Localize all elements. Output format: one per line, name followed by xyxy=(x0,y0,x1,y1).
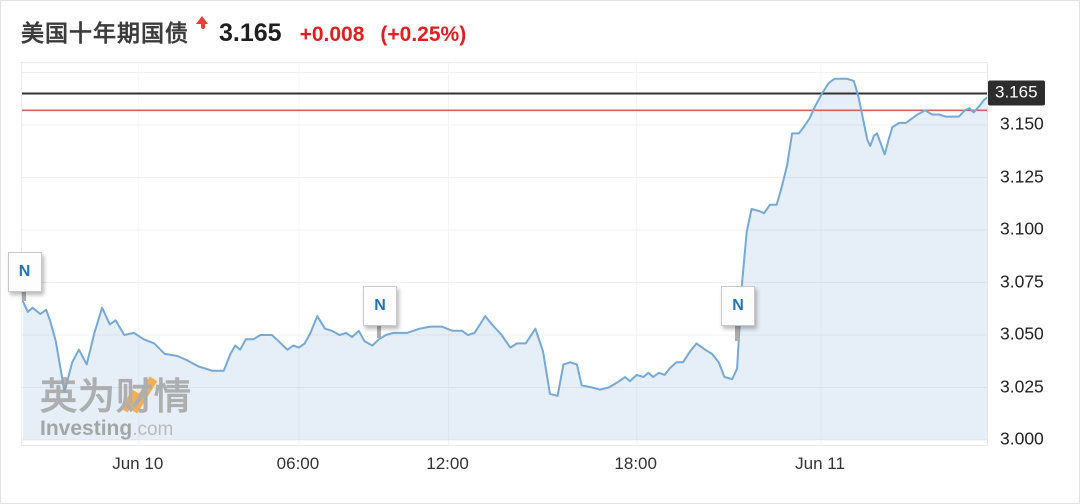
price-up-arrow-icon xyxy=(196,16,209,31)
price-chart-svg xyxy=(22,63,987,445)
news-marker-stem xyxy=(377,323,382,338)
x-axis-label: Jun 10 xyxy=(112,454,164,473)
price-change-percent: (+0.25%) xyxy=(380,23,467,46)
y-axis-label: 3.125 xyxy=(1000,166,1044,186)
news-marker-stem xyxy=(735,323,740,341)
x-axis-label: Jun 11 xyxy=(795,454,845,473)
news-marker[interactable]: N xyxy=(7,252,42,292)
y-axis-label: 3.150 xyxy=(1000,113,1044,134)
x-axis-label: 06:00 xyxy=(276,454,320,473)
price-change: +0.008 xyxy=(299,23,365,46)
news-marker-stem xyxy=(21,289,26,301)
x-axis-label: 18:00 xyxy=(614,454,657,473)
price-line-path xyxy=(22,77,987,397)
watermark-chinese-logo: 英为财情 xyxy=(40,376,192,417)
x-axis: Jun 10 06:00 12:00 18:00 Jun 11 xyxy=(21,450,986,478)
y-axis-label: 3.000 xyxy=(1000,428,1044,449)
instrument-header: 美国十年期国债 3.165 +0.008 (+0.25%) xyxy=(21,14,482,48)
news-marker-letter: N xyxy=(18,263,31,280)
y-axis-label: 3.075 xyxy=(1000,271,1044,291)
instrument-title: 美国十年期国债 xyxy=(21,20,189,46)
current-price-label: 3.165 xyxy=(988,80,1045,105)
news-marker[interactable]: N xyxy=(721,286,756,326)
y-axis-label: 3.025 xyxy=(1000,376,1044,396)
price-area-fill xyxy=(23,78,987,441)
news-marker-letter: N xyxy=(374,297,386,314)
y-axis-label: 3.050 xyxy=(1000,323,1044,344)
news-marker-letter: N xyxy=(732,297,744,314)
investing-com-watermark[interactable]: 英为财情 Investing.com xyxy=(40,376,192,440)
last-price: 3.165 xyxy=(219,19,282,47)
y-axis: 3.165 3.150 3.125 3.100 3.075 3.050 3.025 3.00… xyxy=(986,62,1079,449)
chart-plot-area[interactable]: 英为财情 Investing.com N N N xyxy=(7,62,988,446)
y-axis-label: 3.100 xyxy=(1000,218,1044,239)
x-axis-label: 12:00 xyxy=(426,454,469,473)
news-marker[interactable]: N xyxy=(363,286,398,326)
watermark-investing-logo: Investing.com xyxy=(40,417,174,440)
